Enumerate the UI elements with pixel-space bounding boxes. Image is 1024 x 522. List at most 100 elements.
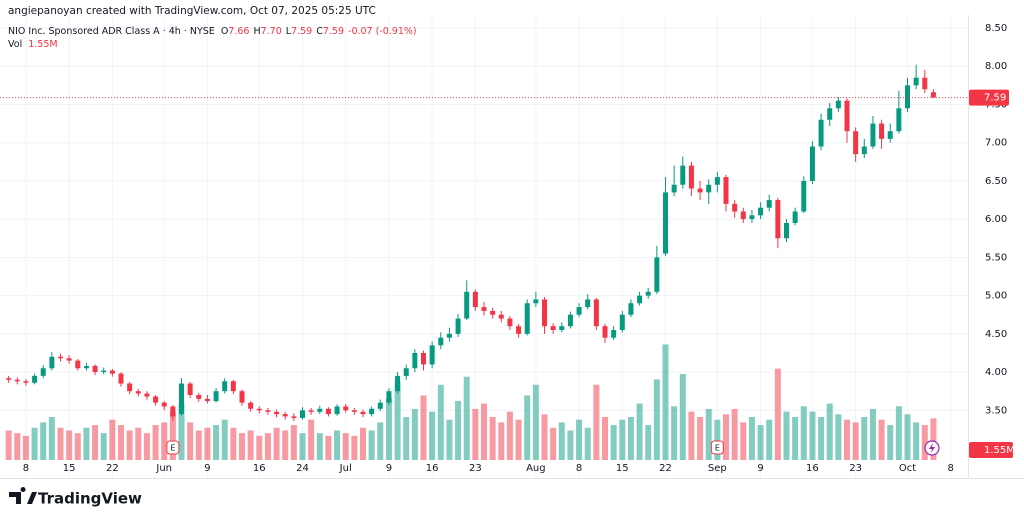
candle-body	[213, 391, 219, 402]
candle-body	[101, 370, 107, 373]
candle-body	[317, 408, 323, 412]
volume-bar	[420, 395, 427, 460]
candle-body	[905, 85, 910, 109]
x-tick-label: 23	[469, 463, 482, 474]
event-label: E	[170, 444, 175, 453]
brand-logo: TradingView	[9, 487, 142, 508]
candle-body	[265, 410, 271, 412]
candle-body	[775, 200, 781, 239]
volume-bar	[446, 419, 453, 460]
volume-bar	[506, 411, 513, 460]
volume-bar	[472, 408, 479, 460]
volume-bar	[187, 422, 194, 460]
volume-bar	[697, 417, 704, 460]
candle-body	[706, 184, 712, 193]
volume-bar	[809, 411, 816, 460]
volume-bar	[783, 411, 790, 460]
candle-body	[179, 383, 184, 415]
volume-bar	[40, 422, 47, 460]
candle-body	[23, 381, 29, 383]
candle-body	[291, 416, 297, 418]
candle-body	[204, 398, 210, 402]
volume-bar	[135, 427, 142, 460]
candle-body	[153, 396, 159, 403]
candle-body	[144, 393, 150, 397]
volume-bar	[558, 422, 565, 460]
candle-body	[222, 381, 228, 392]
x-tick-label: 9	[386, 463, 392, 474]
candle-body	[256, 408, 262, 411]
volume-bar	[740, 422, 747, 460]
volume-bar	[593, 384, 600, 460]
candle-body	[170, 406, 176, 417]
volume-bar	[126, 430, 133, 460]
volume-bar	[169, 411, 176, 460]
volume-bar	[308, 419, 315, 460]
c-value: 7.59	[323, 26, 344, 37]
candle-body	[827, 108, 833, 120]
x-tick-label: 15	[63, 463, 76, 474]
candle-body	[930, 92, 936, 98]
candle-body	[818, 119, 824, 147]
candle-body	[472, 291, 478, 308]
x-tick-label: Jul	[339, 463, 352, 474]
y-tick-label: 7.00	[985, 138, 1007, 149]
volume-legend: Vol 1.55M	[8, 39, 58, 50]
volume-bar	[895, 406, 902, 460]
volume-bar	[178, 403, 185, 460]
volume-bar	[619, 419, 626, 460]
volume-bar	[921, 425, 928, 460]
candle-body	[481, 307, 487, 311]
volume-bar	[385, 398, 392, 460]
last-volume-label: 1.55M	[984, 445, 1015, 456]
volume-bar	[455, 400, 462, 460]
volume-bar	[118, 425, 124, 460]
volume-bar	[524, 395, 531, 460]
y-tick-label: 8.00	[985, 61, 1007, 72]
volume-bar	[360, 427, 366, 460]
volume-value: 1.55M	[28, 39, 57, 50]
volume-bar	[645, 425, 652, 460]
attribution: angiepanoyan created with TradingView.co…	[8, 5, 376, 17]
volume-bar	[437, 384, 444, 460]
volume-bar	[273, 427, 280, 460]
candle-body	[654, 257, 660, 292]
candle-body	[922, 77, 928, 90]
candle-body	[248, 402, 254, 409]
last-volume-box	[969, 442, 1013, 458]
candle-body	[758, 207, 764, 216]
candle-body	[637, 295, 643, 304]
volume-bar	[394, 382, 401, 460]
x-tick-label: 16	[253, 463, 266, 474]
candle-body	[161, 402, 167, 407]
last-price-label: 7.59	[984, 93, 1006, 104]
volume-bar	[195, 430, 202, 460]
x-tick-label: 22	[659, 463, 672, 474]
x-tick-label: Jun	[155, 463, 172, 474]
x-tick-label: 8	[23, 463, 29, 474]
x-tick-label: Oct	[899, 463, 916, 474]
c-label: C	[316, 26, 323, 37]
candle-body	[334, 406, 340, 415]
volume-bar	[800, 406, 807, 460]
candle-body	[438, 337, 444, 346]
x-tick-label: 8	[576, 463, 582, 474]
volume-bar	[334, 430, 341, 460]
volume-bar	[627, 417, 634, 460]
volume-bar	[705, 408, 712, 460]
volume-bar	[584, 427, 591, 460]
candle-layer	[0, 64, 968, 422]
change: -0.07 (-0.91%)	[348, 26, 417, 37]
candle-body	[369, 408, 375, 415]
candle-body	[446, 333, 452, 338]
x-tick-label: 8	[948, 463, 954, 474]
volume-bar	[74, 433, 81, 460]
candle-body	[542, 299, 547, 327]
volume-bar	[748, 417, 755, 460]
event-label: E	[715, 444, 720, 453]
candle-body	[230, 381, 236, 392]
x-tick-label: 9	[204, 463, 210, 474]
candle-body	[135, 391, 141, 394]
volume-bar	[247, 430, 254, 460]
volume-bar	[230, 427, 237, 460]
